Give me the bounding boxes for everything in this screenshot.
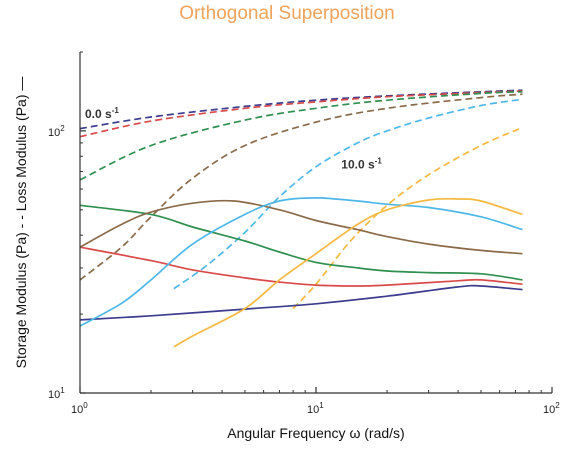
shear-rate-annotation-1: 10.0 s-1 — [341, 156, 382, 171]
x-tick-label: 102 — [543, 401, 560, 416]
y-tick-label: 102 — [48, 124, 65, 139]
y-axis-label: Storage Modulus (Pa) - - Loss Modulus (P… — [13, 77, 29, 369]
loss-modulus-line-2 — [79, 90, 523, 181]
loss-modulus-line-3 — [79, 93, 523, 281]
storage-modulus-line-10 — [79, 197, 523, 327]
loss-modulus-line-5 — [292, 126, 523, 310]
storage-modulus-line-8 — [79, 204, 523, 281]
axes-layer: 100 101 102 101 102 — [48, 51, 560, 416]
loss-modulus-line-0 — [79, 89, 523, 130]
loss-modulus-line-1 — [79, 90, 523, 138]
storage-modulus-line-7 — [79, 246, 523, 287]
storage-modulus-line-6 — [79, 284, 523, 321]
x-tick-label: 101 — [307, 401, 324, 416]
loss-modulus-line-4 — [173, 98, 523, 290]
label-layer: Angular Frequency ω (rad/s) Storage Modul… — [13, 77, 405, 441]
series-layer — [79, 89, 523, 348]
y-tick-label: 101 — [48, 386, 65, 401]
storage-modulus-line-11 — [173, 197, 523, 348]
storage-modulus-line-9 — [79, 199, 523, 255]
x-tick-label: 100 — [71, 401, 88, 416]
x-axis-label: Angular Frequency ω (rad/s) — [227, 425, 404, 441]
shear-rate-annotation-0: 0.0 s-1 — [85, 106, 119, 121]
chart-title: Orthogonal Superposition — [179, 3, 395, 24]
